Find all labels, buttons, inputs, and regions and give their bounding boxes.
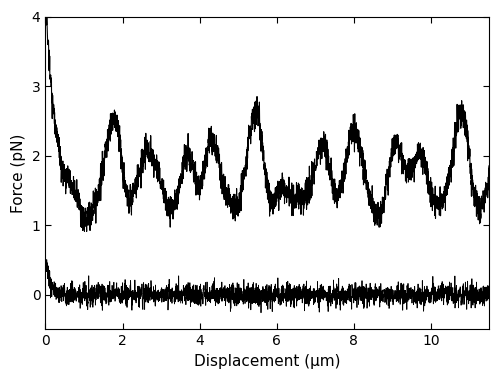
Y-axis label: Force (pN): Force (pN): [11, 133, 26, 213]
X-axis label: Displacement (μm): Displacement (μm): [194, 354, 340, 369]
